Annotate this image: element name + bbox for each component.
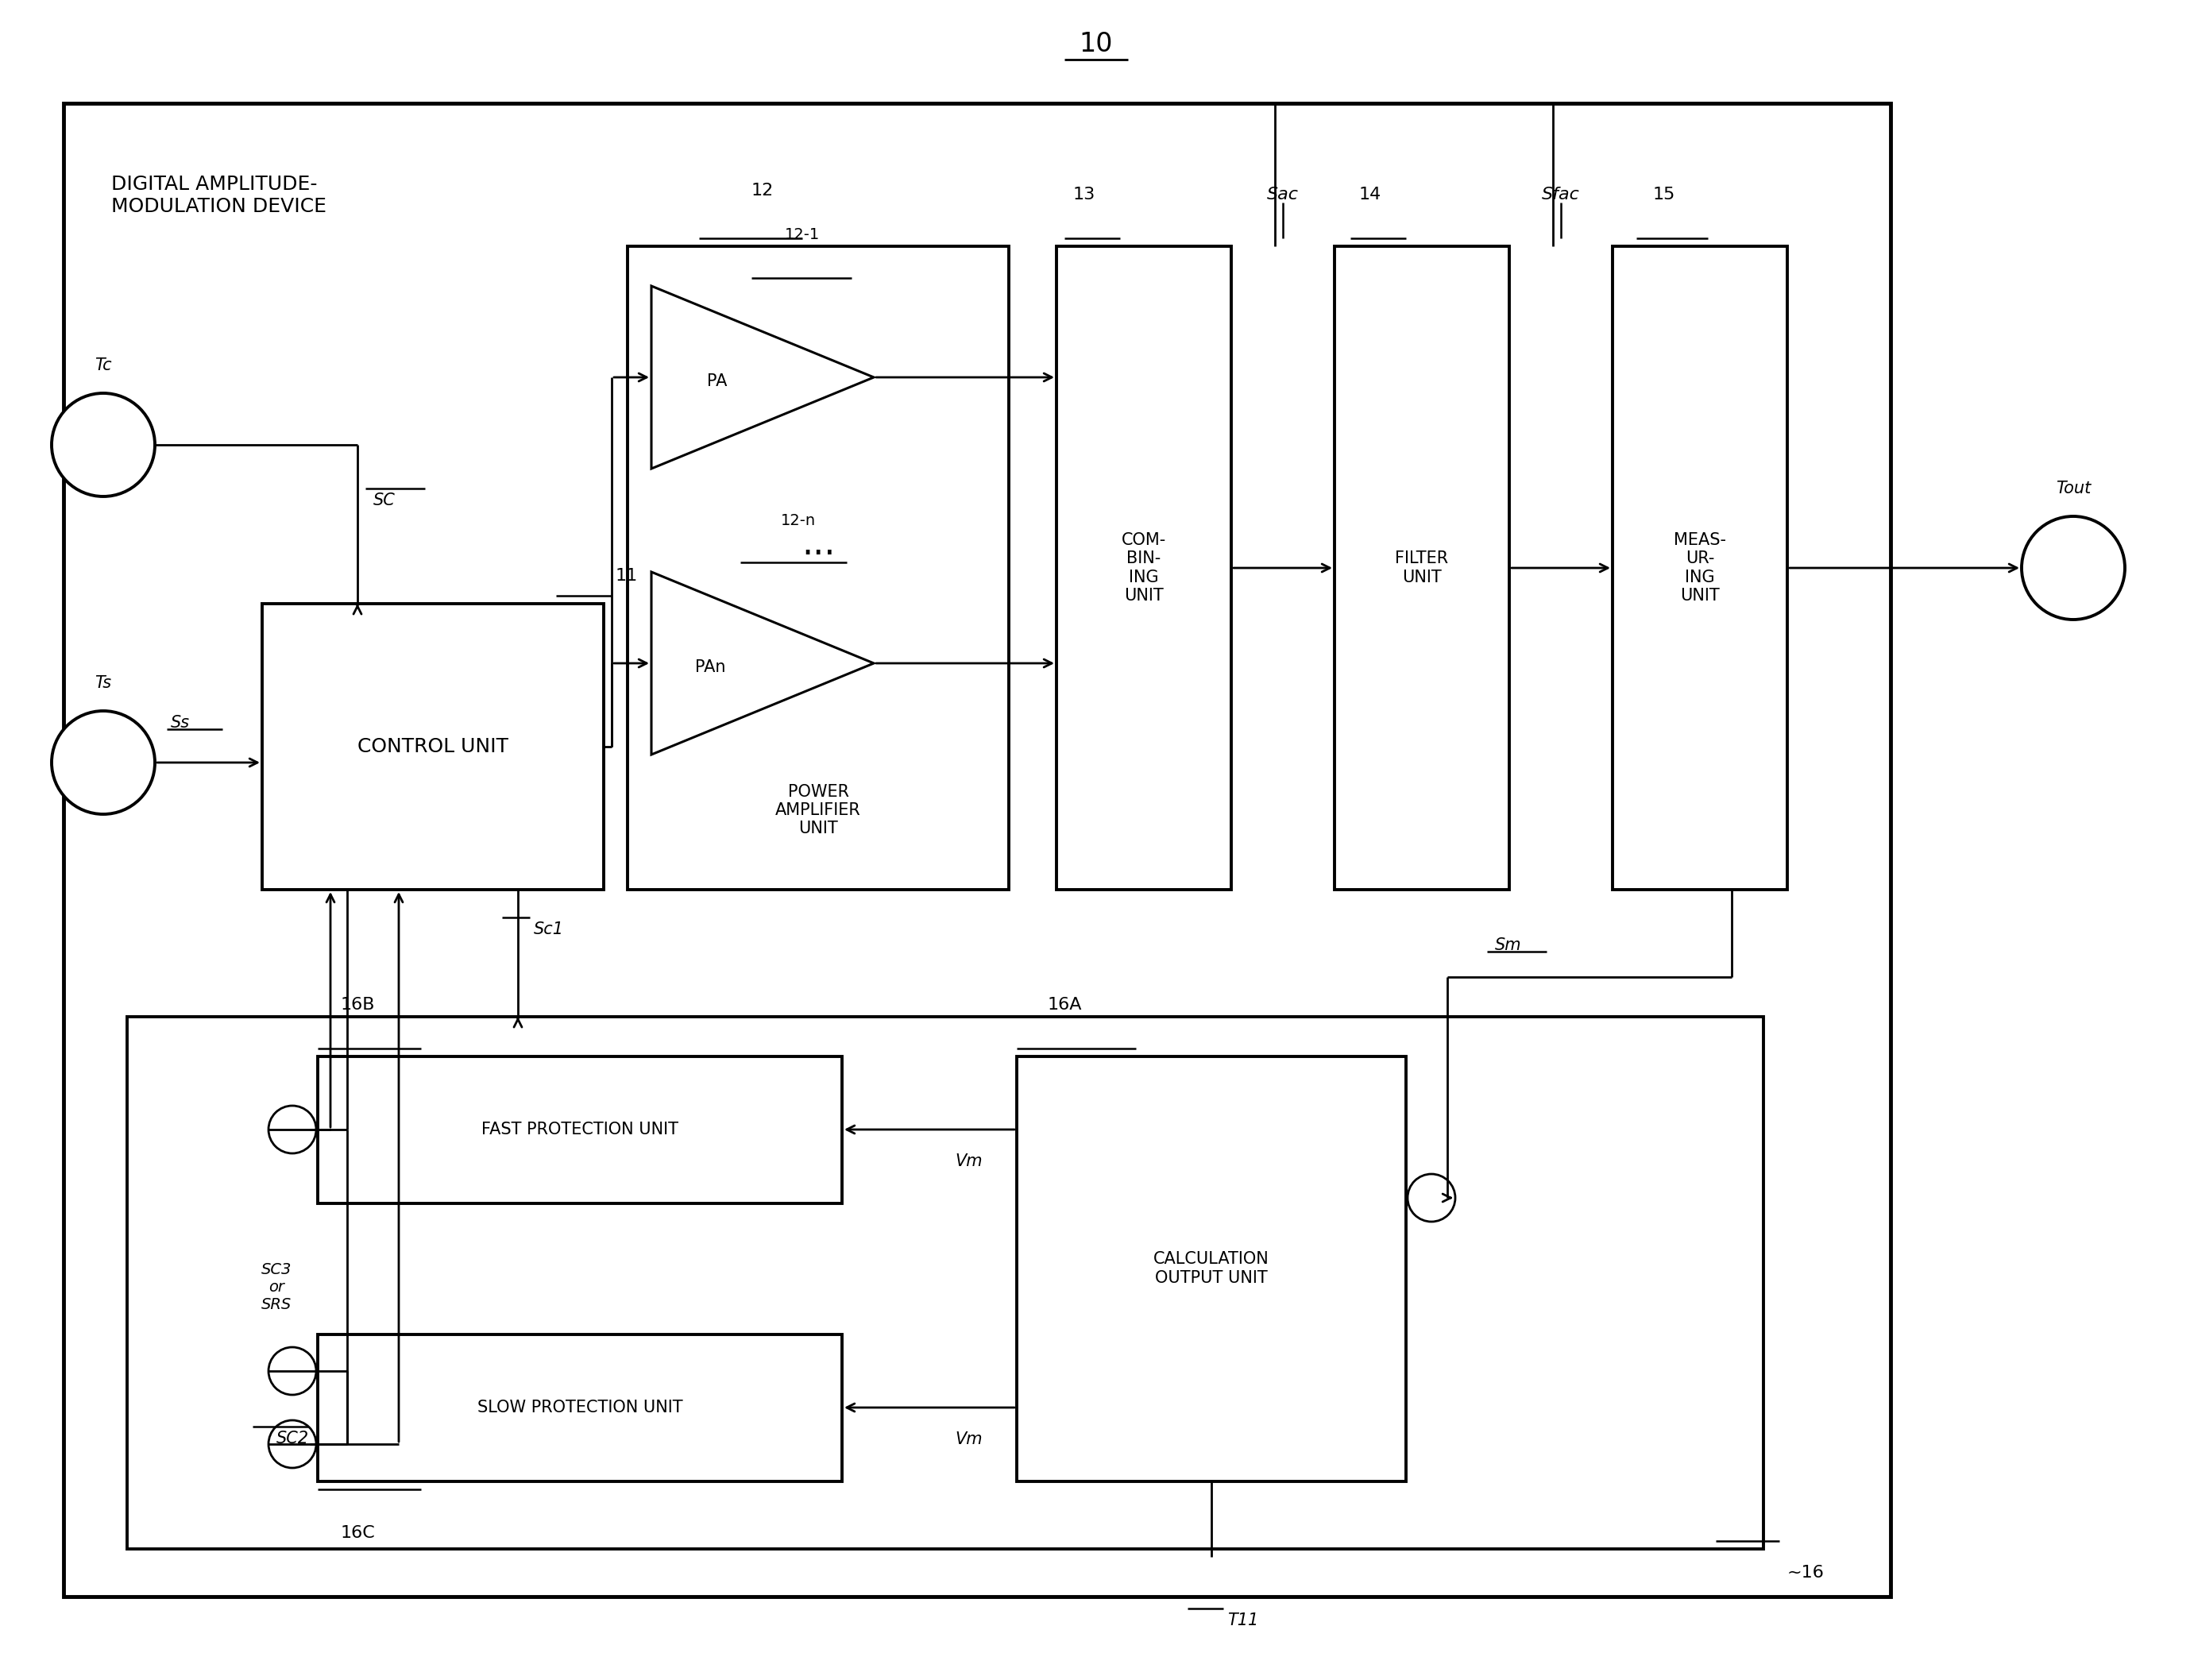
Bar	[1334, 247, 1509, 890]
Text: DIGITAL AMPLITUDE-
MODULATION DEVICE: DIGITAL AMPLITUDE- MODULATION DEVICE	[112, 175, 327, 217]
Text: SLOW PROTECTION UNIT: SLOW PROTECTION UNIT	[476, 1399, 682, 1416]
Bar	[127, 1016, 1764, 1549]
Bar	[318, 1057, 842, 1203]
Text: FAST PROTECTION UNIT: FAST PROTECTION UNIT	[480, 1122, 678, 1137]
Text: MEAS-
UR-
ING
UNIT: MEAS- UR- ING UNIT	[1674, 533, 1727, 603]
Text: POWER
AMPLIFIER
UNIT: POWER AMPLIFIER UNIT	[774, 785, 860, 837]
Text: Sc1: Sc1	[533, 921, 564, 937]
Text: SC3
or
SRS: SC3 or SRS	[261, 1262, 292, 1312]
Text: 16C: 16C	[340, 1525, 375, 1541]
Text: CALCULATION
OUTPUT UNIT: CALCULATION OUTPUT UNIT	[1154, 1252, 1270, 1285]
Text: Sac: Sac	[1266, 186, 1299, 203]
Circle shape	[268, 1105, 316, 1154]
Text: SC2: SC2	[276, 1431, 309, 1446]
Circle shape	[1409, 1174, 1455, 1221]
Text: ...: ...	[801, 528, 836, 561]
Circle shape	[268, 1347, 316, 1394]
Text: 11: 11	[617, 568, 638, 585]
Text: 12-n: 12-n	[781, 512, 816, 528]
Text: 12: 12	[750, 183, 774, 198]
Text: PAn: PAn	[695, 659, 726, 675]
Text: COM-
BIN-
ING
UNIT: COM- BIN- ING UNIT	[1121, 533, 1167, 603]
Text: T11: T11	[1226, 1613, 1259, 1628]
Text: 14: 14	[1358, 186, 1382, 203]
Text: PA: PA	[706, 373, 726, 388]
Text: FILTER
UNIT: FILTER UNIT	[1395, 551, 1448, 585]
Text: CONTROL UNIT: CONTROL UNIT	[358, 738, 509, 756]
Text: 15: 15	[1652, 186, 1676, 203]
Bar	[261, 603, 603, 890]
Circle shape	[268, 1420, 316, 1468]
Bar	[64, 102, 1891, 1596]
Circle shape	[53, 393, 156, 497]
Text: 16B: 16B	[340, 996, 375, 1013]
Text: Ss: Ss	[171, 716, 191, 731]
Text: 13: 13	[1073, 186, 1095, 203]
Circle shape	[53, 711, 156, 815]
Text: Tout: Tout	[2056, 480, 2091, 497]
Bar	[1058, 247, 1231, 890]
Text: Vm: Vm	[954, 1154, 983, 1169]
Text: 10: 10	[1079, 30, 1112, 57]
Circle shape	[2021, 516, 2126, 620]
Bar	[1613, 247, 1788, 890]
Text: Vm: Vm	[954, 1431, 983, 1446]
Text: Sfac: Sfac	[1542, 186, 1580, 203]
Text: Ts: Ts	[94, 675, 112, 690]
Text: ~16: ~16	[1788, 1564, 1825, 1581]
Text: 12-1: 12-1	[785, 227, 821, 242]
Bar	[318, 1334, 842, 1482]
Bar	[627, 247, 1009, 890]
Text: SC: SC	[373, 492, 395, 509]
Text: Tc: Tc	[94, 358, 112, 373]
Text: Sm: Sm	[1494, 937, 1523, 953]
Bar	[1016, 1057, 1406, 1482]
Text: 16A: 16A	[1047, 996, 1082, 1013]
